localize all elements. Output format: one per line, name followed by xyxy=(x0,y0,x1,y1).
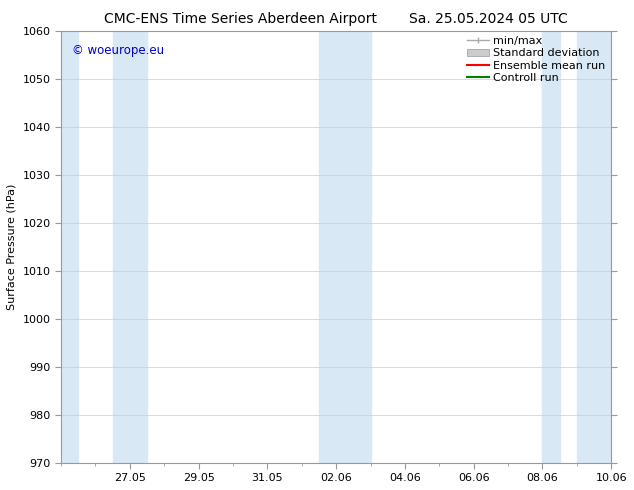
Bar xyxy=(61,30,78,463)
Y-axis label: Surface Pressure (hPa): Surface Pressure (hPa) xyxy=(7,183,17,310)
Legend: min/max, Standard deviation, Ensemble mean run, Controll run: min/max, Standard deviation, Ensemble me… xyxy=(463,33,609,86)
Bar xyxy=(336,30,370,463)
Bar xyxy=(543,30,560,463)
Bar xyxy=(319,30,336,463)
Bar xyxy=(113,30,147,463)
Text: CMC-ENS Time Series Aberdeen Airport: CMC-ENS Time Series Aberdeen Airport xyxy=(105,12,377,26)
Text: Sa. 25.05.2024 05 UTC: Sa. 25.05.2024 05 UTC xyxy=(409,12,567,26)
Bar xyxy=(577,30,611,463)
Text: © woeurope.eu: © woeurope.eu xyxy=(72,44,164,56)
